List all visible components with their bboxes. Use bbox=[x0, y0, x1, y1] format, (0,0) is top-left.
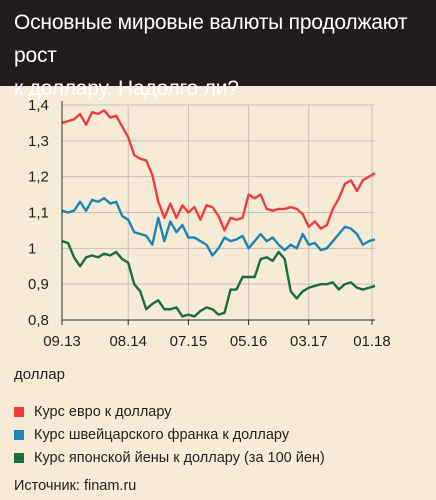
legend-swatch-chf bbox=[14, 429, 24, 440]
legend-item-chf: Курс швейцарского франка к доллару bbox=[14, 423, 325, 446]
y-tick-label: 1,4 bbox=[28, 97, 49, 114]
x-tick-label: 01.18 bbox=[353, 333, 391, 350]
x-tick-label: 08.14 bbox=[109, 333, 147, 350]
chart: 0,8 0,9 1 1,1 1,2 1,3 1,4 09.13 08.14 07.15 05.16 0… bbox=[0, 86, 436, 386]
legend: Курс евро к доллару Курс швейцарского фр… bbox=[14, 400, 325, 469]
source-note: Источник: finam.ru bbox=[14, 478, 137, 494]
x-tick-label: 09.13 bbox=[43, 333, 81, 350]
legend-item-jpy: Курс японской йены к доллару (за 100 йен… bbox=[14, 446, 325, 469]
axes: 0,8 0,9 1 1,1 1,2 1,3 1,4 09.13 08.14 07.15 05.16 0… bbox=[28, 97, 391, 350]
legend-label-euro: Курс евро к доллару bbox=[34, 403, 172, 420]
series-chf-line bbox=[61, 196, 376, 257]
page-title: Основные мировые валюты продолжают рост … bbox=[14, 11, 408, 100]
x-tick-label: 05.16 bbox=[230, 333, 268, 350]
grid bbox=[61, 104, 375, 320]
x-tick-label: 03.17 bbox=[290, 333, 328, 350]
series-lines bbox=[61, 109, 376, 318]
y-tick-label: 1,2 bbox=[28, 169, 49, 186]
units-label: доллар bbox=[14, 366, 65, 383]
y-tick-label: 1,1 bbox=[28, 205, 49, 222]
legend-swatch-euro bbox=[14, 406, 24, 417]
y-tick-label: 0,9 bbox=[28, 276, 49, 293]
x-tick-label: 07.15 bbox=[170, 333, 208, 350]
y-tick-label: 0,8 bbox=[28, 312, 49, 329]
y-tick-label: 1,3 bbox=[28, 133, 49, 150]
header: Основные мировые валюты продолжают рост … bbox=[0, 0, 436, 100]
series-jpy-line bbox=[61, 240, 376, 318]
legend-label-chf: Курс швейцарского франка к доллару bbox=[34, 426, 290, 443]
series-euro-line bbox=[61, 109, 376, 232]
y-tick-label: 1 bbox=[28, 240, 36, 257]
legend-label-jpy: Курс японской йены к доллару (за 100 йен… bbox=[34, 449, 325, 466]
legend-swatch-jpy bbox=[14, 452, 24, 463]
line-chart: 0,8 0,9 1 1,1 1,2 1,3 1,4 09.13 08.14 07.15 05.16 0… bbox=[28, 97, 391, 350]
legend-item-euro: Курс евро к доллару bbox=[14, 400, 325, 423]
